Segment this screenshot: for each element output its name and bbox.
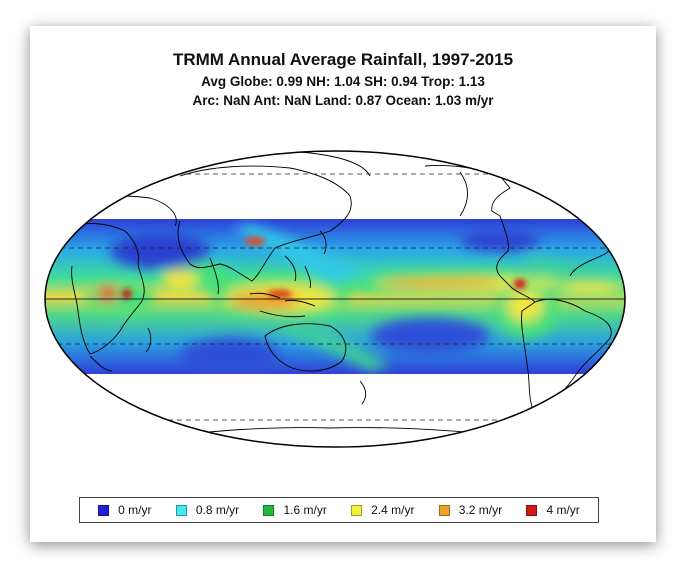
figure-title: TRMM Annual Average Rainfall, 1997-2015: [172, 50, 514, 69]
no-data-south: [45, 374, 625, 447]
legend-swatch-1: [175, 504, 187, 516]
globe-outline: [44, 150, 626, 448]
africa-outline: [71, 223, 145, 355]
legend-label-2: 1.6 m/yr: [283, 503, 327, 517]
legend-label-3: 2.4 m/yr: [371, 503, 415, 517]
color-legend: 0 m/yr 0.8 m/yr 1.6 m/yr 2.4 m/yr 3.2 m/…: [79, 497, 599, 523]
legend-swatch-0: [98, 504, 110, 516]
legend-swatch-5: [526, 504, 538, 516]
data-layer: [45, 151, 625, 447]
south-america-outline: [521, 299, 612, 415]
legend-item-4: 3.2 m/yr: [438, 503, 503, 517]
rainfall-blobs: [85, 224, 625, 374]
legend-item-0: 0 m/yr: [98, 503, 152, 517]
legend-item-5: 4 m/yr: [526, 503, 580, 517]
stats-line-1: Avg Globe: 0.99 NH: 1.04 SH: 0.94 Trop: …: [201, 74, 485, 89]
legend-label-4: 3.2 m/yr: [458, 503, 503, 517]
legend-item-1: 0.8 m/yr: [175, 503, 240, 517]
legend-item-2: 1.6 m/yr: [263, 503, 327, 517]
legend-swatch-2: [263, 504, 275, 516]
australia-outline: [264, 323, 347, 372]
legend-item-3: 2.4 m/yr: [351, 503, 414, 517]
asia-outline: [177, 165, 352, 282]
stats-line-2: Arc: NaN Ant: NaN Land: 0.87 Ocean: 1.03…: [192, 93, 494, 108]
legend-label-5: 4 m/yr: [546, 503, 580, 517]
legend-label-0: 0 m/yr: [118, 503, 152, 517]
figure-card: TRMM Annual Average Rainfall, 1997-2015 …: [30, 26, 656, 542]
legend-label-1: 0.8 m/yr: [195, 503, 240, 517]
legend-swatch-3: [351, 504, 363, 516]
rainfall-map: [44, 150, 626, 448]
no-data-north: [45, 151, 625, 219]
legend-swatch-4: [438, 504, 450, 516]
